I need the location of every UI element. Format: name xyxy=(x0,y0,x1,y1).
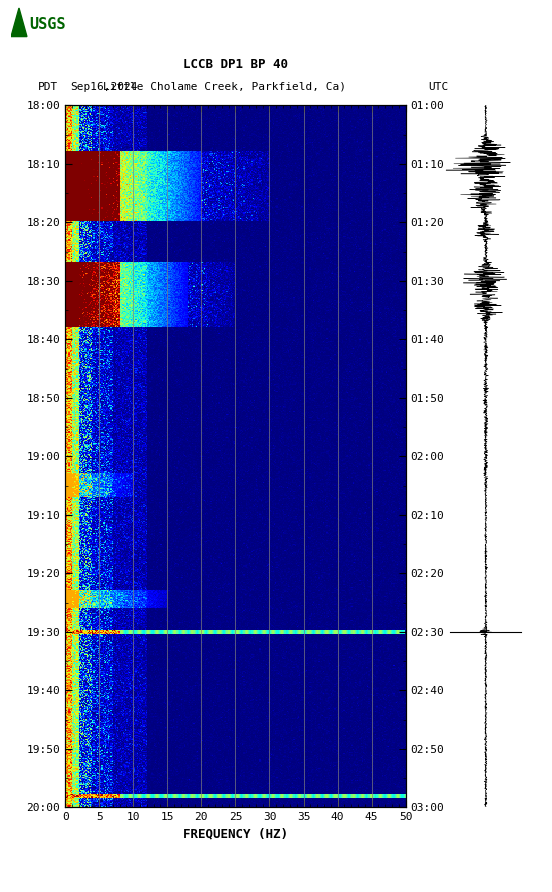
X-axis label: FREQUENCY (HZ): FREQUENCY (HZ) xyxy=(183,828,288,840)
Text: UTC: UTC xyxy=(429,82,449,92)
Text: Sep16,2024: Sep16,2024 xyxy=(71,82,138,92)
Text: PDT: PDT xyxy=(38,82,58,92)
Polygon shape xyxy=(11,8,27,37)
Text: USGS: USGS xyxy=(30,17,66,31)
Text: Little Cholame Creek, Parkfield, Ca): Little Cholame Creek, Parkfield, Ca) xyxy=(103,82,346,92)
Text: LCCB DP1 BP 40: LCCB DP1 BP 40 xyxy=(183,58,288,71)
